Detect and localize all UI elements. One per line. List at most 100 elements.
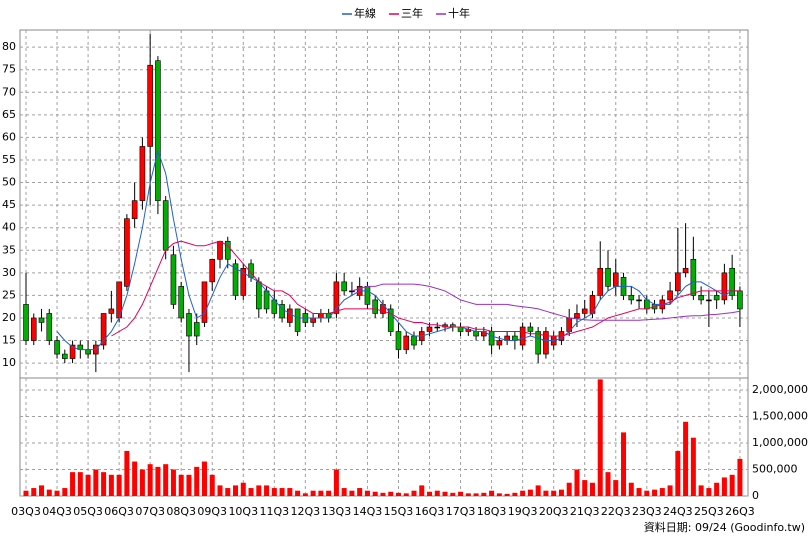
candle-body xyxy=(201,281,208,323)
volume-bar xyxy=(411,490,417,496)
y-tick-label: 65 xyxy=(2,108,16,121)
volume-bar xyxy=(450,492,456,496)
candle-body xyxy=(69,344,76,359)
volume-bar xyxy=(489,490,495,496)
volume-bar xyxy=(737,458,743,496)
volume-bar xyxy=(62,488,68,496)
volume-bar xyxy=(395,492,401,496)
volume-bar xyxy=(155,466,161,496)
candle-body xyxy=(131,200,138,219)
candle-body xyxy=(341,281,347,292)
candle-body xyxy=(535,331,541,355)
candle-body xyxy=(162,200,169,251)
candle-body xyxy=(30,317,37,341)
candle-body xyxy=(690,258,697,296)
volume-bar xyxy=(652,489,658,496)
volume-bar xyxy=(504,493,510,496)
y-tick-label: 80 xyxy=(2,40,16,53)
volume-bar xyxy=(527,489,533,496)
candle-body xyxy=(403,335,410,350)
volume-bar xyxy=(279,488,285,496)
volume-bar xyxy=(256,485,262,496)
volume-bar xyxy=(310,490,316,496)
y-tick-label: 70 xyxy=(2,85,16,98)
candle-body xyxy=(729,268,735,296)
candle-body xyxy=(224,240,231,260)
volume-bar xyxy=(644,490,650,496)
y-tick-label: 75 xyxy=(2,63,16,76)
legend-label: 年線 xyxy=(354,6,376,20)
x-tick-label: 20Q3 xyxy=(539,505,569,518)
candle-body xyxy=(411,335,417,346)
volume-bar xyxy=(388,491,394,496)
y-tick-label: 40 xyxy=(2,221,16,234)
volume-bar xyxy=(271,488,277,496)
volume-bar xyxy=(170,469,176,496)
volume-bar xyxy=(31,488,37,496)
x-tick-label: 11Q3 xyxy=(259,505,289,518)
volume-bar xyxy=(108,474,114,496)
candle-body xyxy=(488,331,495,346)
candle-body xyxy=(527,326,534,332)
volume-bar xyxy=(116,474,122,496)
volume-bar xyxy=(217,485,223,496)
volume-bar xyxy=(194,466,200,496)
ma-line xyxy=(351,283,740,321)
volume-bar xyxy=(574,469,580,496)
x-tick-label: 23Q3 xyxy=(632,505,662,518)
candle-body xyxy=(473,331,479,337)
candle-body xyxy=(178,286,184,319)
volume-bar xyxy=(589,482,595,496)
volume-bar xyxy=(496,493,502,496)
volume-bar xyxy=(333,469,339,496)
candle-body xyxy=(294,308,301,332)
x-tick-label: 16Q3 xyxy=(415,505,445,518)
candle-body xyxy=(100,313,107,346)
volume-bar xyxy=(77,472,83,496)
volume-bar xyxy=(543,490,549,496)
x-tick-label: 24Q3 xyxy=(663,505,693,518)
volume-bar xyxy=(70,472,76,496)
volume-bar xyxy=(54,490,60,496)
volume-bar xyxy=(93,469,99,496)
candle-body xyxy=(628,295,635,301)
y-tick-label: 45 xyxy=(2,198,16,211)
ma-line xyxy=(111,240,740,337)
volume-bar xyxy=(178,474,184,496)
candle-body xyxy=(543,331,549,355)
volume-bar xyxy=(403,493,409,496)
candle-body xyxy=(85,349,91,355)
x-tick-label: 10Q3 xyxy=(228,505,258,518)
volume-bar xyxy=(714,482,720,496)
volume-bar xyxy=(520,490,526,496)
x-tick-label: 21Q3 xyxy=(570,505,600,518)
candle-body xyxy=(333,281,340,314)
candle-body xyxy=(387,308,394,332)
y2-tick-label: 0 xyxy=(752,489,759,502)
x-tick-label: 09Q3 xyxy=(197,505,227,518)
y-tick-label: 50 xyxy=(2,176,16,189)
volume-bar xyxy=(364,490,370,496)
volume-bar xyxy=(667,485,673,496)
plot-frame xyxy=(19,29,749,497)
y-tick-label: 60 xyxy=(2,130,16,143)
volume-bar xyxy=(551,490,557,496)
volume-bar xyxy=(675,450,681,496)
x-tick-label: 06Q3 xyxy=(104,505,134,518)
volume-bar xyxy=(582,480,588,496)
candle-body xyxy=(38,317,45,323)
legend-label: 十年 xyxy=(448,6,470,20)
candle-body xyxy=(737,290,743,310)
volume-bar xyxy=(357,488,363,496)
volume-bar xyxy=(427,491,433,496)
x-tick-label: 12Q3 xyxy=(291,505,321,518)
x-tick-label: 26Q3 xyxy=(725,505,755,518)
volume-bar xyxy=(481,492,487,496)
candle-body xyxy=(279,304,285,319)
candle-body xyxy=(636,299,642,302)
candle-body xyxy=(124,218,130,287)
candle-body xyxy=(713,295,720,301)
candle-body xyxy=(209,258,216,283)
x-tick-label: 25Q3 xyxy=(694,505,724,518)
